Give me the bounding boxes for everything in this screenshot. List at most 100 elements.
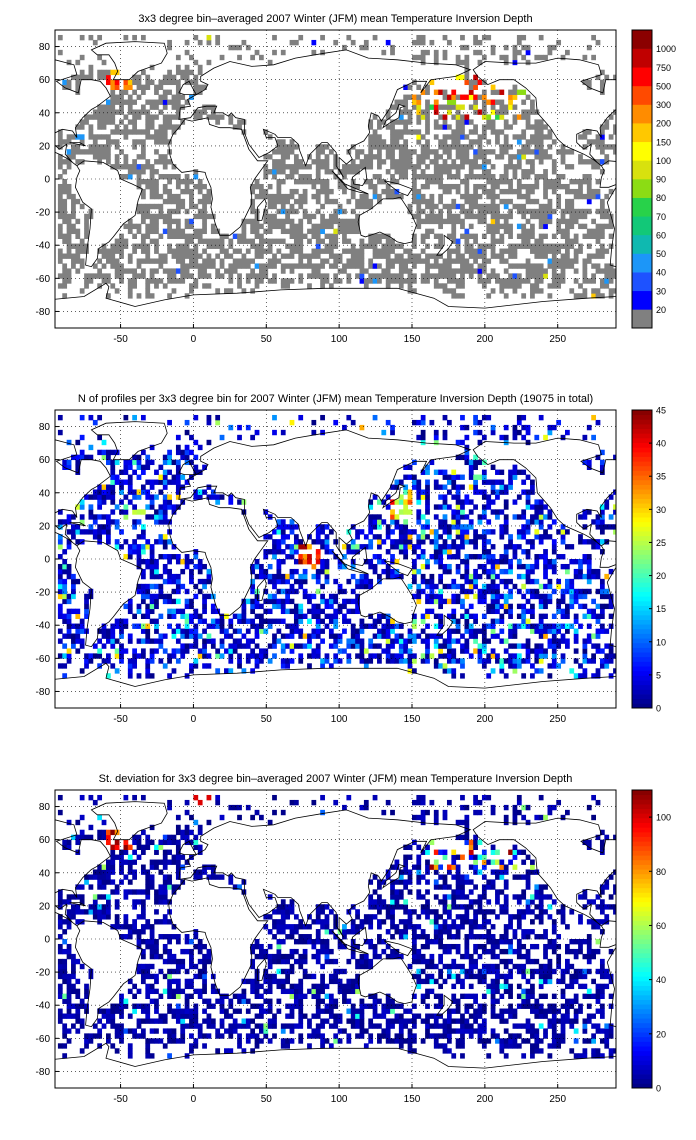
bin-cell — [442, 598, 448, 605]
bin-cell — [390, 509, 395, 515]
bin-cell — [114, 248, 120, 254]
bin-cell — [530, 283, 535, 289]
bin-cell — [455, 494, 461, 500]
bin-cell — [119, 174, 124, 180]
bin-cell — [140, 164, 146, 170]
y-tick-label: -80 — [36, 307, 51, 318]
bin-cell — [110, 119, 116, 125]
bin-cell — [530, 673, 535, 679]
bin-cell — [556, 529, 562, 535]
bin-cell — [189, 573, 194, 580]
x-tick-label: 0 — [191, 334, 197, 345]
bin-cell — [468, 233, 474, 239]
bin-cell — [398, 479, 404, 485]
bin-cell — [241, 228, 247, 235]
bin-cell — [175, 573, 181, 580]
bin-cell — [189, 633, 194, 639]
bin-cell — [132, 623, 137, 629]
bin-cell — [280, 524, 286, 530]
bin-cell — [162, 129, 168, 135]
bins-layer — [55, 414, 616, 708]
bin-cell — [57, 534, 63, 540]
bin-cell — [88, 144, 94, 150]
bin-cell — [132, 283, 137, 289]
bin-cell — [136, 293, 142, 299]
bin-cell — [368, 179, 374, 185]
bin-cell — [106, 149, 111, 155]
bin-cell — [66, 164, 72, 170]
bin-cell — [565, 608, 570, 615]
bin-cell — [71, 608, 76, 615]
bin-cell — [250, 238, 256, 244]
bin-cell — [481, 233, 487, 239]
bin-cell — [175, 124, 181, 130]
bin-cell — [97, 109, 103, 115]
bin-cell — [460, 218, 465, 225]
bin-cell — [464, 134, 470, 140]
bin-cell — [333, 608, 339, 615]
bin-cell — [149, 119, 155, 125]
bin-cell — [608, 288, 614, 294]
bin-cell — [289, 218, 295, 225]
bin-cell — [425, 534, 430, 540]
bin-cell — [289, 223, 295, 230]
bin-cell — [250, 288, 256, 294]
bin-cell — [547, 424, 553, 431]
bin-cell — [521, 208, 527, 215]
bin-cell — [245, 218, 251, 225]
bin-cell — [298, 618, 304, 624]
bin-cell — [254, 623, 260, 629]
bin-cell — [385, 278, 391, 284]
bin-cell — [342, 44, 347, 51]
bin-cell — [521, 514, 527, 520]
bin-cell — [530, 663, 535, 669]
bin-cell — [425, 469, 430, 475]
coastline — [178, 80, 197, 95]
bin-cell — [508, 283, 513, 289]
bin-cell — [455, 119, 461, 125]
bin-cell — [97, 638, 103, 644]
bin-cell — [180, 568, 186, 575]
bin-cell — [538, 154, 544, 160]
bin-cell — [412, 568, 417, 575]
bin-cell — [433, 49, 439, 56]
bin-cell — [525, 183, 531, 190]
bin-cell — [250, 598, 256, 605]
bin-cell — [154, 258, 159, 264]
bin-cell — [259, 238, 264, 244]
bin-cell — [464, 593, 470, 600]
bin-cell — [390, 49, 395, 56]
bin-cell — [446, 109, 452, 115]
bin-cell — [560, 149, 566, 155]
bin-cell — [167, 208, 172, 215]
bin-cell — [560, 588, 566, 595]
bin-cell — [525, 218, 531, 225]
bin-cell — [460, 273, 465, 279]
bin-cell — [451, 668, 457, 674]
bin-cell — [503, 583, 509, 590]
bin-cell — [189, 663, 194, 669]
bin-cell — [433, 243, 439, 249]
bin-cell — [315, 633, 321, 639]
bin-cell — [106, 653, 111, 659]
bin-cell — [145, 114, 151, 120]
bin-cell — [167, 44, 172, 51]
bin-cell — [385, 648, 391, 654]
bin-cell — [110, 114, 116, 120]
bin-cell — [442, 54, 448, 61]
bin-cell — [167, 658, 172, 664]
bin-cell — [149, 444, 155, 451]
bin-cell — [92, 139, 98, 145]
bin-cell — [114, 524, 120, 530]
bin-cell — [193, 608, 199, 615]
bin-cell — [530, 273, 535, 279]
bin-cell — [416, 539, 422, 545]
bin-cell — [162, 544, 168, 550]
bin-cell — [565, 223, 570, 230]
bin-cell — [350, 258, 356, 264]
bin-cell — [525, 549, 531, 555]
bin-cell — [595, 263, 601, 269]
bin-cell — [136, 454, 142, 461]
bin-cell — [547, 213, 553, 220]
bin-cell — [193, 248, 199, 254]
